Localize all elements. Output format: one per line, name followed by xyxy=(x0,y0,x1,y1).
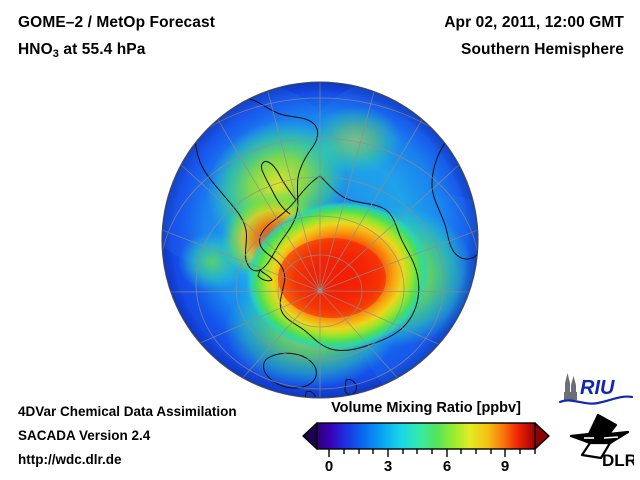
credit-line-url[interactable]: http://wdc.dlr.de xyxy=(18,452,122,467)
colorbar-extend-low xyxy=(302,422,318,450)
species-formula-subscript: 3 xyxy=(52,48,59,60)
species-formula-prefix: HNO xyxy=(18,41,53,58)
colorbar-extend-high xyxy=(534,422,550,450)
colorbar-tick-label: 6 xyxy=(443,458,451,472)
credit-line-version: SACADA Version 2.4 xyxy=(18,428,151,443)
dlr-star-icon xyxy=(569,413,630,460)
riu-logo: RIU xyxy=(558,373,634,405)
riu-wave-icon xyxy=(558,395,634,405)
colorbar-tick-label: 9 xyxy=(501,458,509,472)
colorbar: Volume Mixing Ratio [ppbv] xyxy=(300,400,565,472)
colorbar-tick-labels: 0 3 6 9 xyxy=(325,458,509,472)
cathedral-spires-icon xyxy=(564,373,577,400)
hemisphere-label: Southern Hemisphere xyxy=(461,41,624,58)
globe-map-panel xyxy=(160,80,480,400)
colorbar-tick-label: 3 xyxy=(384,458,392,472)
species-title: HNO3 at 55.4 hPa xyxy=(18,41,146,60)
orthographic-globe xyxy=(161,81,479,399)
globe-data-field xyxy=(162,82,478,398)
colorbar-ticks xyxy=(328,449,536,457)
dlr-wordmark: DLR xyxy=(602,451,634,470)
globe-limb xyxy=(161,81,479,399)
instrument-title: GOME–2 / MetOp Forecast xyxy=(18,14,215,31)
colorbar-title: Volume Mixing Ratio [ppbv] xyxy=(331,400,521,416)
credit-line-assimilation: 4DVar Chemical Data Assimilation xyxy=(18,404,237,419)
species-pressure-level: at 55.4 hPa xyxy=(58,41,146,58)
colorbar-gradient xyxy=(316,422,536,450)
colorbar-scale: 0 3 6 9 xyxy=(302,422,550,472)
dlr-logo: DLR xyxy=(569,413,634,470)
colorbar-tick-label: 0 xyxy=(325,458,333,472)
date-time-label: Apr 02, 2011, 12:00 GMT xyxy=(444,14,624,31)
riu-wordmark: RIU xyxy=(580,377,615,399)
